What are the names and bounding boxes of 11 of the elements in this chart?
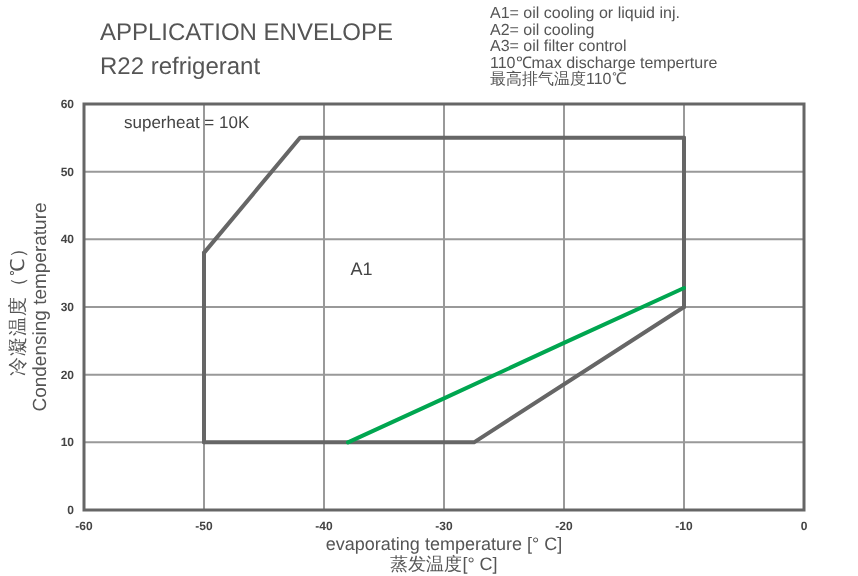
text: 110℃max discharge temperture (490, 53, 719, 72)
y-axis-title: 冷凝温度（℃） Condensing temperature (6, 202, 52, 412)
annotation: A1 (350, 258, 373, 279)
chart-subtitle: R22 refrigerant (100, 52, 262, 80)
text: A1= oil cooling or liquid inj. (490, 4, 680, 22)
x-axis-title: evaporating temperature [° C] 蒸发温度[° C] (325, 534, 563, 574)
chart-title: APPLICATION ENVELOPE (100, 18, 393, 46)
text: A2= oil cooling (490, 20, 595, 39)
text: 最高排气温度110℃ (490, 70, 626, 89)
annotation: superheat = 10K (124, 112, 250, 132)
text: A3= oil filter control (490, 37, 627, 56)
